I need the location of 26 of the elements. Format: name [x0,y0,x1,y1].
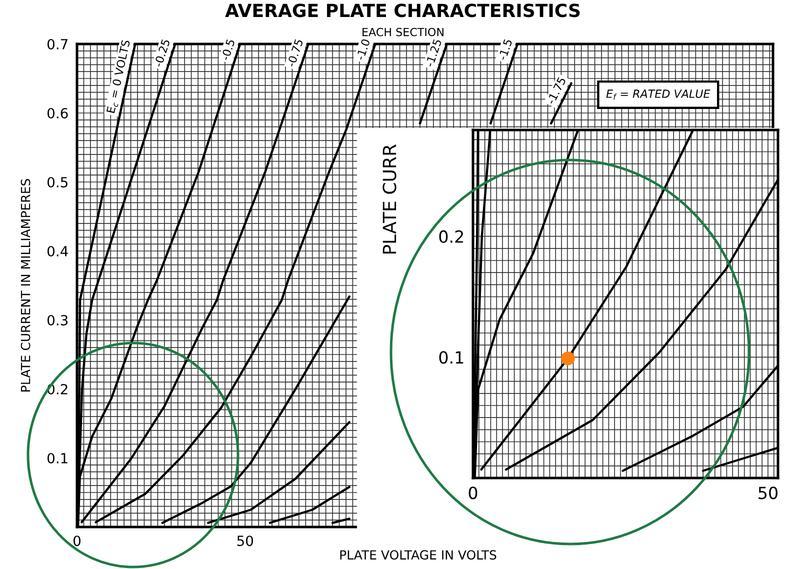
y-tick-label: 0.7 [47,38,68,50]
text: -0.75 [286,38,304,68]
y-tick-label: 0.3 [47,314,68,326]
chart-subtitle: EACH SECTION [362,28,444,36]
text: E$_{c}$ = 0 VOLTS [106,40,132,114]
text: -0.25 [154,38,170,68]
text: -1.25 [425,38,442,68]
text: -0.5 [220,38,235,61]
y-tick-label: 0.5 [47,176,68,188]
text: -1.0 [356,38,370,61]
y-tick-label: 0.1 [439,351,464,364]
annotation: E$_{f}$ = RATED VALUE [606,90,710,100]
text: -1.5 [498,38,512,61]
x-tick-label: 0 [73,536,80,546]
text: -1.75 [546,76,566,105]
y-tick-label: 0.2 [439,230,463,243]
chart-title: AVERAGE PLATE CHARACTERISTICS [225,4,580,18]
y-tick-label: 0.6 [47,108,68,118]
y-tick-label: 0.1 [47,452,68,464]
x-tick-label: 0 [468,486,478,500]
x-tick-label: 50 [237,536,254,546]
x-tick-label: 50 [758,486,778,500]
y-tick-label: 0.4 [47,246,68,256]
y-axis-title: PLATE CURR [382,144,396,254]
y-axis-title: PLATE CURRENT IN MILLIAMPERES [20,179,30,392]
x-axis-title: PLATE VOLTAGE IN VOLTS [340,550,496,560]
